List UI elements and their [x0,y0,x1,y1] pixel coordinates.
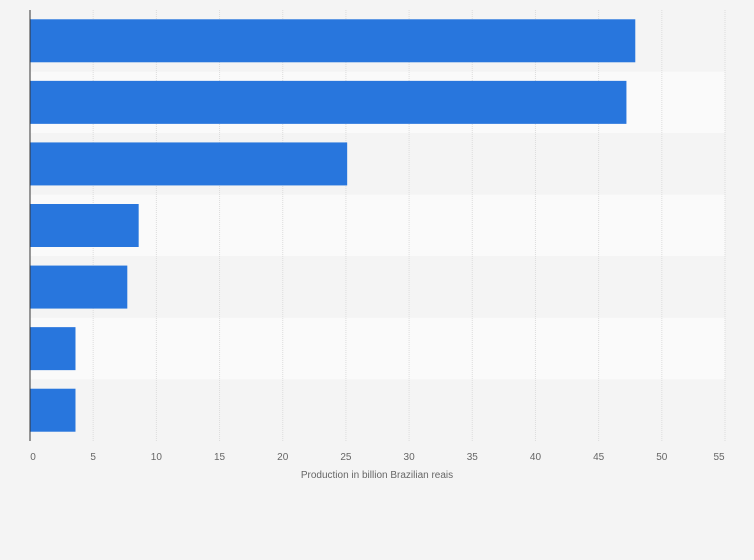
bar [30,80,627,124]
x-axis-title: Production in billion Brazilian reais [301,470,453,481]
x-tick-label: 0 [30,452,36,463]
row-band [30,256,725,318]
bars [30,19,636,432]
x-tick-label: 15 [214,452,226,463]
x-tick-label: 40 [530,452,542,463]
x-tick-label: 35 [467,452,479,463]
bar [30,142,348,186]
x-tick-label: 55 [713,452,725,463]
x-tick-label: 30 [404,452,416,463]
bar [30,204,139,247]
row-band [30,317,725,380]
bar [30,265,128,309]
x-tick-label: 5 [90,452,96,463]
x-tick-label: 25 [340,452,352,463]
x-tick-label: 45 [593,452,605,463]
bar [30,327,76,371]
x-axis-ticks: 0 5 10 15 20 25 30 35 40 45 50 55 [30,452,725,463]
x-tick-label: 10 [151,452,163,463]
bar [30,388,76,432]
x-tick-label: 20 [277,452,289,463]
bar [30,19,636,63]
x-tick-label: 50 [656,452,668,463]
row-band [30,379,725,441]
row-band [30,194,725,257]
